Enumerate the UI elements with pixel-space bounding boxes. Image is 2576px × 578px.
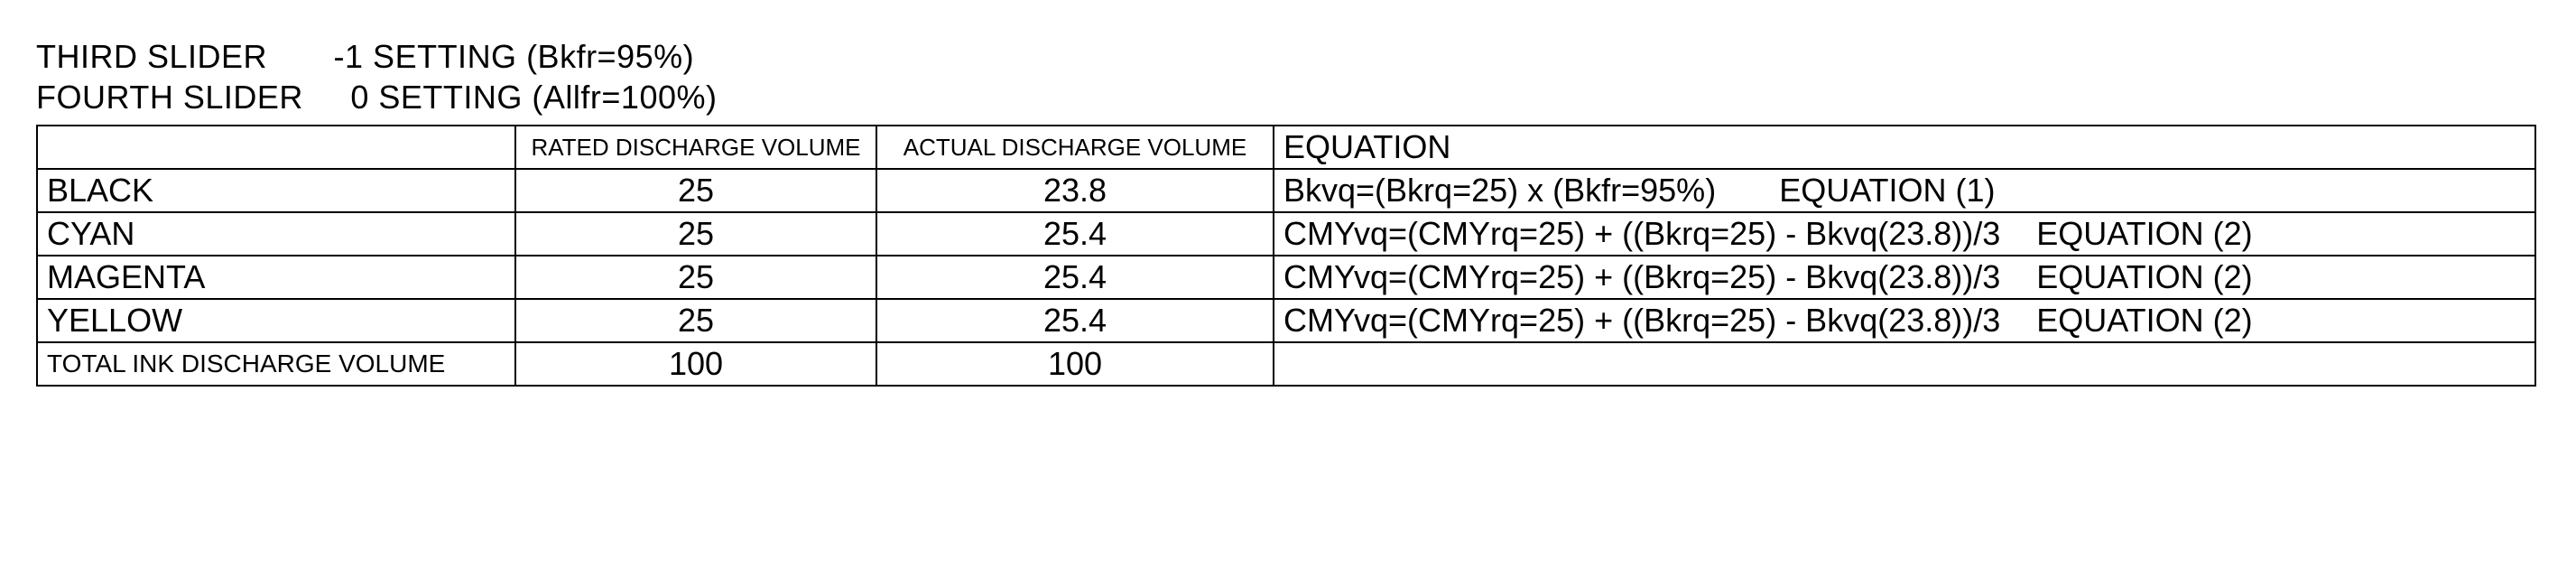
equation-text: Bkvq=(Bkrq=25) x (Bkfr=95%) [1283, 172, 1716, 209]
row-actual: 23.8 [876, 169, 1274, 212]
table-row: BLACK 25 23.8 Bkvq=(Bkrq=25) x (Bkfr=95%… [37, 169, 2535, 212]
equation-text: CMYvq=(CMYrq=25) + ((Bkrq=25) - Bkvq(23.… [1283, 258, 2000, 295]
table-total-row: TOTAL INK DISCHARGE VOLUME 100 100 [37, 342, 2535, 386]
total-equation [1274, 342, 2535, 386]
fourth-slider-setting: FOURTH SLIDER 0 SETTING (Allfr=100%) [36, 77, 2536, 117]
row-actual: 25.4 [876, 256, 1274, 299]
discharge-table: RATED DISCHARGE VOLUME ACTUAL DISCHARGE … [36, 125, 2536, 387]
row-label: MAGENTA [37, 256, 515, 299]
total-rated: 100 [515, 342, 876, 386]
row-rated: 25 [515, 212, 876, 256]
total-actual: 100 [876, 342, 1274, 386]
header-rated: RATED DISCHARGE VOLUME [515, 126, 876, 169]
row-rated: 25 [515, 256, 876, 299]
total-label: TOTAL INK DISCHARGE VOLUME [37, 342, 515, 386]
row-rated: 25 [515, 299, 876, 342]
row-label: CYAN [37, 212, 515, 256]
table-row: CYAN 25 25.4 CMYvq=(CMYrq=25) + ((Bkrq=2… [37, 212, 2535, 256]
third-slider-setting: THIRD SLIDER -1 SETTING (Bkfr=95%) [36, 36, 2536, 77]
row-rated: 25 [515, 169, 876, 212]
row-equation: CMYvq=(CMYrq=25) + ((Bkrq=25) - Bkvq(23.… [1274, 256, 2535, 299]
table-header-row: RATED DISCHARGE VOLUME ACTUAL DISCHARGE … [37, 126, 2535, 169]
equation-label: EQUATION (1) [1779, 172, 1995, 210]
row-actual: 25.4 [876, 212, 1274, 256]
equation-label: EQUATION (2) [2036, 302, 2252, 340]
equation-label: EQUATION (2) [2036, 258, 2252, 296]
row-equation: Bkvq=(Bkrq=25) x (Bkfr=95%) EQUATION (1) [1274, 169, 2535, 212]
row-equation: CMYvq=(CMYrq=25) + ((Bkrq=25) - Bkvq(23.… [1274, 212, 2535, 256]
row-actual: 25.4 [876, 299, 1274, 342]
header-blank [37, 126, 515, 169]
row-label: BLACK [37, 169, 515, 212]
row-label: YELLOW [37, 299, 515, 342]
table-row: YELLOW 25 25.4 CMYvq=(CMYrq=25) + ((Bkrq… [37, 299, 2535, 342]
slider-settings: THIRD SLIDER -1 SETTING (Bkfr=95%) FOURT… [36, 36, 2536, 117]
table-row: MAGENTA 25 25.4 CMYvq=(CMYrq=25) + ((Bkr… [37, 256, 2535, 299]
header-actual: ACTUAL DISCHARGE VOLUME [876, 126, 1274, 169]
equation-text: CMYvq=(CMYrq=25) + ((Bkrq=25) - Bkvq(23.… [1283, 302, 2000, 339]
header-equation: EQUATION [1274, 126, 2535, 169]
equation-text: CMYvq=(CMYrq=25) + ((Bkrq=25) - Bkvq(23.… [1283, 215, 2000, 252]
equation-label: EQUATION (2) [2036, 215, 2252, 253]
row-equation: CMYvq=(CMYrq=25) + ((Bkrq=25) - Bkvq(23.… [1274, 299, 2535, 342]
